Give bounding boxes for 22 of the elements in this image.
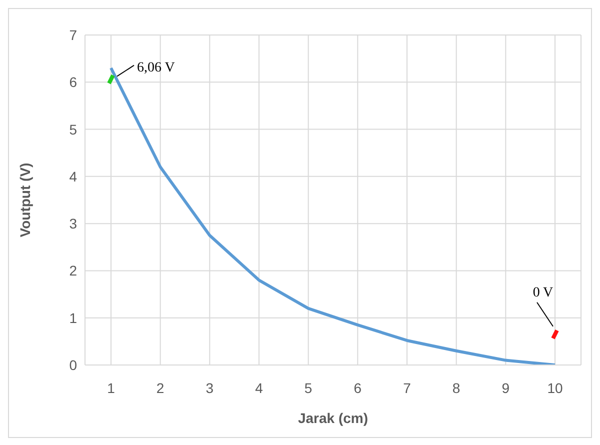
y-tick-label: 3 (69, 216, 78, 232)
x-tick-label: 1 (107, 380, 116, 396)
x-tick-label: 2 (156, 380, 164, 396)
annotation: 6,06 V (137, 60, 175, 76)
x-tick-label: 8 (452, 380, 460, 396)
x-tick-label: 5 (304, 380, 312, 396)
x-tick-label: 4 (255, 380, 264, 396)
y-tick-label: 6 (69, 74, 78, 90)
x-tick-label: 9 (502, 380, 510, 396)
y-tick-label: 5 (69, 121, 78, 138)
y-tick-label: 7 (69, 26, 78, 43)
y-tick-label: 1 (69, 310, 78, 326)
y-tick-label: 0 (69, 356, 78, 373)
x-tick-label: 6 (354, 380, 362, 396)
x-tick-label: 7 (403, 380, 412, 396)
x-axis-title: Jarak (cm) (298, 410, 368, 426)
x-tick-label: 10 (547, 380, 563, 396)
y-tick-label: 2 (69, 262, 78, 279)
y-axis-title: Voutput (V) (16, 162, 33, 238)
y-tick-label: 4 (69, 168, 78, 184)
x-tick-label: 3 (206, 380, 214, 396)
annotation: 0 V (532, 285, 554, 300)
